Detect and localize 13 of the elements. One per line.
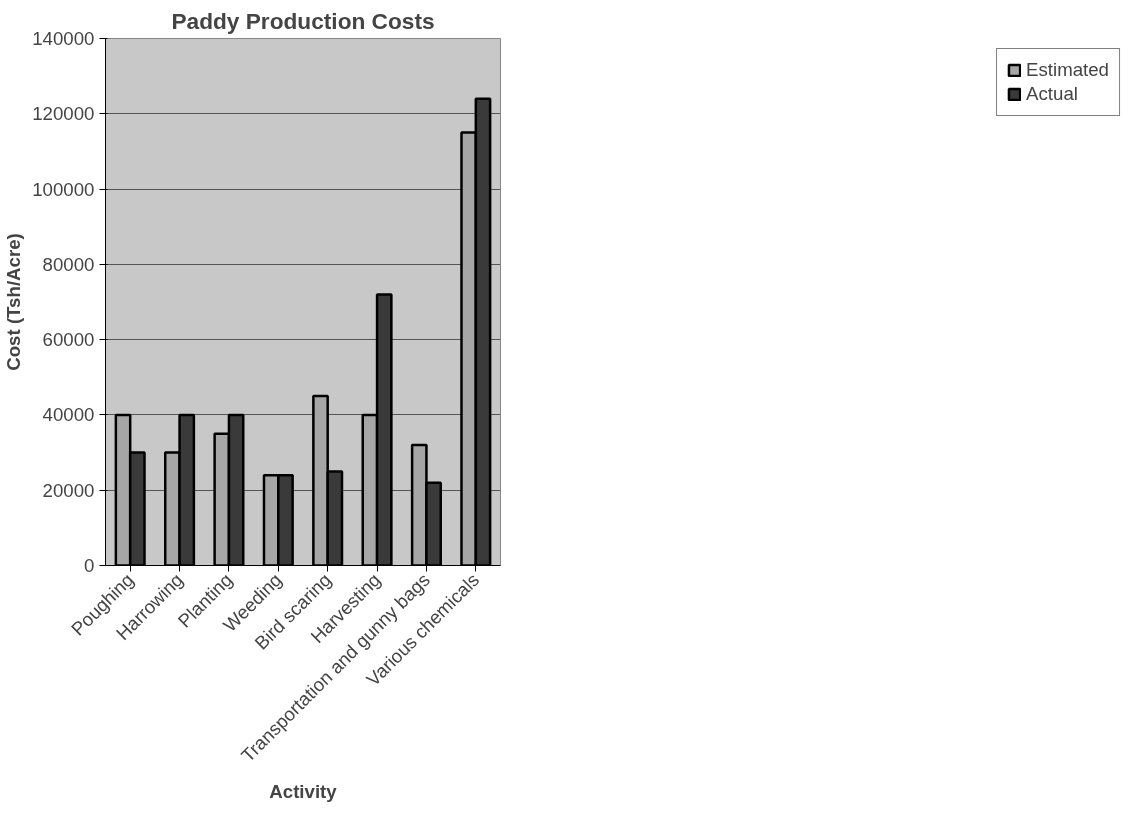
y-tick-label: 80000 [42,253,95,275]
y-axis-title: Cost (Tsh/Acre) [3,233,25,371]
y-tick-label: 0 [84,555,95,576]
legend-label: Estimated [1026,59,1109,81]
y-tick-label: 40000 [42,404,95,426]
y-tick-label: 60000 [42,329,95,351]
y-tick-label: 20000 [42,479,95,501]
y-tick-label: 140000 [32,28,95,49]
chart-title: Paddy Production Costs [171,7,435,34]
y-tick-label: 100000 [32,178,95,200]
x-axis-title: Activity [269,781,338,803]
y-tick-label: 120000 [32,103,95,125]
legend-label: Actual [1026,83,1078,105]
